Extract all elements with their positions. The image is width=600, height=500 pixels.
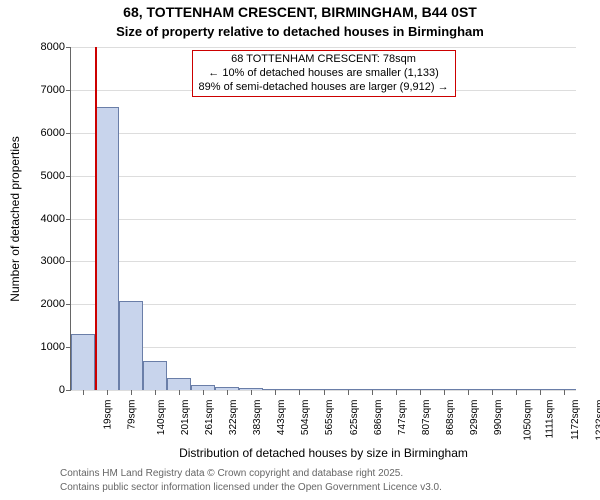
chart-title: 68, TOTTENHAM CRESCENT, BIRMINGHAM, B44 … [0, 4, 600, 20]
y-tick-label: 0 [59, 384, 71, 396]
chart-subtitle: Size of property relative to detached ho… [0, 24, 600, 39]
footer-copyright-2: Contains public sector information licen… [60, 482, 442, 493]
histogram-bar [71, 334, 95, 390]
x-tick-label: 1232sqm [595, 400, 600, 441]
grid-line [71, 261, 576, 262]
x-tick-label: 79sqm [127, 400, 138, 430]
x-axis-label: Distribution of detached houses by size … [179, 446, 468, 460]
annotation-box: 68 TOTTENHAM CRESCENT: 78sqm← 10% of det… [192, 50, 456, 97]
grid-line [71, 176, 576, 177]
y-tick-label: 8000 [41, 41, 71, 53]
y-axis-label: Number of detached properties [8, 136, 22, 301]
x-tick-label: 322sqm [228, 400, 239, 436]
x-tick-label: 201sqm [180, 400, 191, 436]
grid-line [71, 47, 576, 48]
grid-line [71, 219, 576, 220]
chart-container: 68, TOTTENHAM CRESCENT, BIRMINGHAM, B44 … [0, 0, 600, 500]
x-tick-mark [540, 390, 541, 395]
plot-area: 01000200030004000500060007000800019sqm79… [70, 47, 576, 391]
x-tick-mark [372, 390, 373, 395]
x-tick-label: 1050sqm [522, 400, 533, 441]
x-tick-label: 1111sqm [544, 400, 555, 439]
grid-line [71, 304, 576, 305]
x-tick-mark [251, 390, 252, 395]
x-tick-label: 383sqm [252, 400, 263, 436]
x-tick-mark [324, 390, 325, 395]
x-tick-label: 929sqm [469, 400, 480, 436]
x-tick-label: 19sqm [103, 400, 114, 430]
histogram-bar [95, 107, 119, 390]
x-tick-mark [275, 390, 276, 395]
x-tick-mark [468, 390, 469, 395]
y-tick-label: 6000 [41, 127, 71, 139]
property-marker-line [95, 47, 97, 390]
x-tick-label: 807sqm [421, 400, 432, 436]
x-tick-mark [444, 390, 445, 395]
x-tick-label: 686sqm [373, 400, 384, 436]
y-tick-label: 2000 [41, 298, 71, 310]
y-tick-label: 3000 [41, 255, 71, 267]
x-tick-mark [564, 390, 565, 395]
annotation-line: 89% of semi-detached houses are larger (… [199, 81, 449, 95]
x-tick-mark [107, 390, 108, 395]
x-tick-label: 1172sqm [570, 400, 581, 440]
x-tick-label: 261sqm [204, 400, 215, 436]
x-tick-label: 140sqm [156, 400, 167, 436]
footer-copyright-1: Contains HM Land Registry data © Crown c… [60, 468, 403, 479]
x-tick-mark [516, 390, 517, 395]
x-tick-mark [179, 390, 180, 395]
y-tick-label: 4000 [41, 213, 71, 225]
x-tick-mark [131, 390, 132, 395]
x-tick-mark [83, 390, 84, 395]
x-tick-label: 868sqm [445, 400, 456, 436]
x-tick-label: 625sqm [349, 400, 360, 436]
x-tick-mark [492, 390, 493, 395]
x-tick-mark [420, 390, 421, 395]
x-tick-label: 565sqm [325, 400, 336, 436]
x-tick-label: 747sqm [397, 400, 408, 436]
x-tick-mark [348, 390, 349, 395]
x-tick-mark [396, 390, 397, 395]
histogram-bar [143, 361, 167, 390]
x-tick-mark [227, 390, 228, 395]
annotation-line: 68 TOTTENHAM CRESCENT: 78sqm [199, 53, 449, 67]
y-tick-label: 7000 [41, 84, 71, 96]
x-tick-mark [203, 390, 204, 395]
histogram-bar [119, 301, 143, 390]
x-tick-mark [299, 390, 300, 395]
grid-line [71, 347, 576, 348]
x-tick-label: 443sqm [276, 400, 287, 436]
annotation-line: ← 10% of detached houses are smaller (1,… [199, 67, 449, 81]
y-tick-label: 1000 [41, 341, 71, 353]
grid-line [71, 133, 576, 134]
histogram-bar [167, 378, 191, 390]
y-tick-label: 5000 [41, 170, 71, 182]
x-tick-label: 504sqm [300, 400, 311, 436]
x-tick-label: 990sqm [493, 400, 504, 436]
x-tick-mark [155, 390, 156, 395]
